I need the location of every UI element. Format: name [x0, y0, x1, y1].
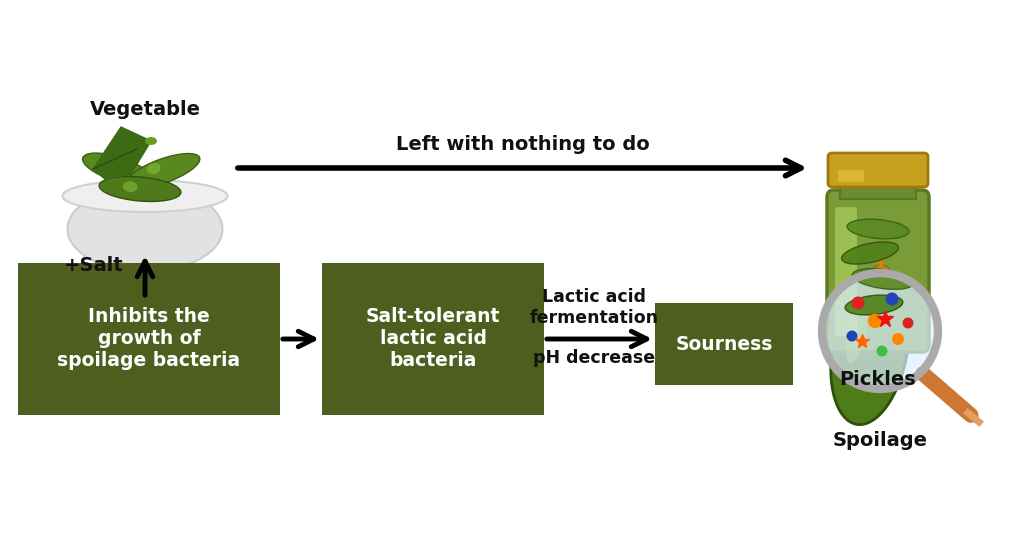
Ellipse shape [830, 272, 909, 425]
Ellipse shape [872, 265, 890, 277]
Circle shape [825, 276, 935, 386]
Ellipse shape [145, 137, 157, 145]
Ellipse shape [99, 176, 181, 201]
Ellipse shape [146, 163, 161, 174]
Circle shape [886, 293, 898, 305]
FancyBboxPatch shape [18, 263, 280, 415]
Ellipse shape [109, 254, 181, 272]
FancyBboxPatch shape [827, 190, 929, 352]
Text: Salt-tolerant
lactic acid
bacteria: Salt-tolerant lactic acid bacteria [366, 307, 500, 371]
Text: Left with nothing to do: Left with nothing to do [395, 135, 649, 154]
Ellipse shape [123, 181, 137, 192]
FancyArrowPatch shape [923, 374, 971, 415]
Ellipse shape [83, 153, 152, 185]
FancyBboxPatch shape [840, 181, 916, 199]
Polygon shape [93, 127, 151, 179]
Text: Spoilage: Spoilage [833, 431, 928, 450]
Ellipse shape [846, 299, 868, 363]
Ellipse shape [68, 186, 222, 272]
Circle shape [867, 314, 883, 328]
Circle shape [877, 346, 888, 357]
Circle shape [852, 296, 864, 310]
Circle shape [902, 317, 913, 328]
Text: Pickles: Pickles [840, 370, 916, 389]
Ellipse shape [102, 161, 115, 172]
Text: Sourness: Sourness [675, 335, 773, 353]
FancyBboxPatch shape [828, 153, 928, 187]
Text: Lactic acid
fermentation: Lactic acid fermentation [530, 288, 659, 327]
Ellipse shape [62, 180, 227, 212]
FancyBboxPatch shape [835, 207, 857, 336]
Ellipse shape [852, 269, 913, 289]
Text: +Salt: +Salt [63, 256, 123, 275]
Ellipse shape [842, 242, 898, 264]
Text: pH decrease: pH decrease [534, 349, 655, 367]
Circle shape [892, 333, 904, 345]
Text: Vegetable: Vegetable [89, 100, 201, 119]
Ellipse shape [126, 154, 200, 189]
FancyBboxPatch shape [655, 303, 793, 385]
FancyBboxPatch shape [322, 263, 544, 415]
Circle shape [847, 331, 857, 342]
Text: Inhibits the
growth of
spoilage bacteria: Inhibits the growth of spoilage bacteria [57, 307, 241, 371]
FancyBboxPatch shape [838, 170, 864, 182]
Ellipse shape [847, 219, 909, 239]
Ellipse shape [845, 295, 903, 315]
